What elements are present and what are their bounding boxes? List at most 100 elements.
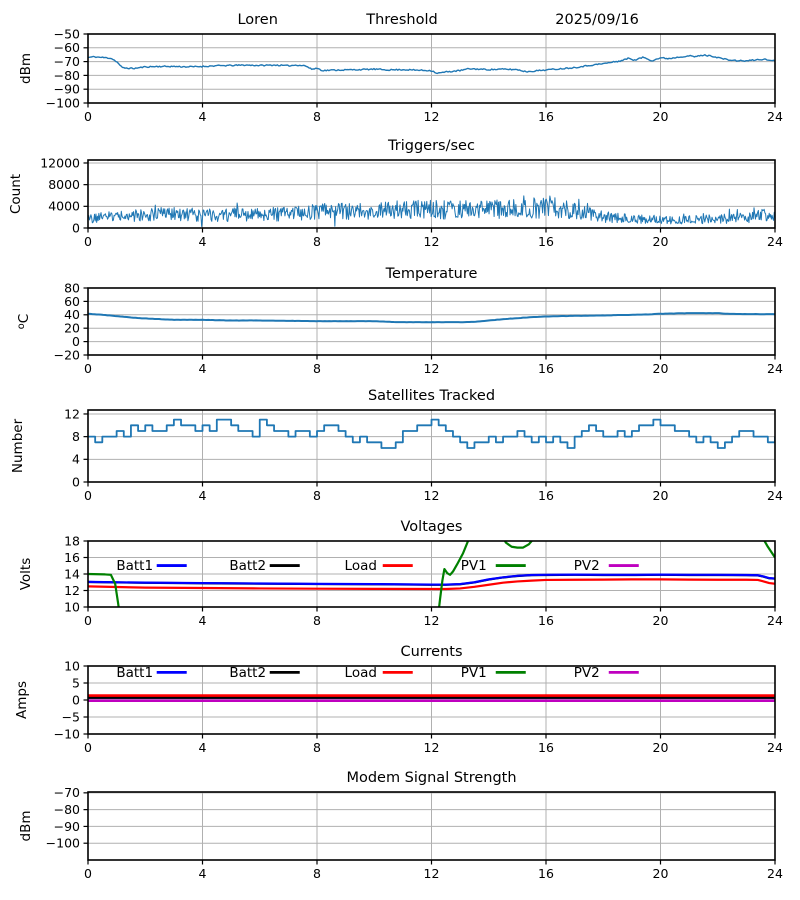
x-tick-label: 12	[424, 109, 440, 124]
axis-ticks: 0 4000 8000 12000 0 4 8 12 16 20 24	[40, 155, 783, 249]
panel-title: Loren	[237, 12, 277, 28]
y-tick-label: −90	[54, 819, 80, 834]
series-line-temperature-c	[88, 312, 775, 324]
panel-title: Threshold	[365, 12, 437, 28]
axis-ticks: −70 −80 −90 −100 0 4 8 12 16 20 24	[46, 785, 783, 881]
y-tick-label: 60	[64, 294, 80, 309]
y-tick-label: −100	[46, 95, 80, 110]
x-tick-label: 8	[313, 613, 321, 628]
y-tick-label: −90	[54, 82, 80, 97]
y-tick-label: 8	[72, 429, 80, 444]
x-tick-label: 20	[653, 488, 669, 503]
panel-rf-level: −50−60−70−80−90−100 0 4 8 12 16 20 24 dBm Loren Th…	[18, 12, 783, 124]
y-tick-label: 4000	[48, 199, 80, 214]
x-tick-label: 12	[424, 740, 440, 755]
gridlines	[87, 792, 776, 860]
legend-label-batt2: Batt2	[229, 558, 266, 574]
y-axis-label: Volts	[18, 558, 34, 591]
y-tick-label: 0	[72, 474, 80, 489]
x-tick-label: 4	[199, 234, 207, 249]
x-tick-label: 8	[313, 740, 321, 755]
panel-triggers-per-sec: 0 4000 8000 12000 0 4 8 12 16 20 24 Count Triggers/s…	[8, 138, 783, 249]
x-tick-label: 12	[424, 488, 440, 503]
x-tick-label: 20	[653, 234, 669, 249]
series-line-trigger-count	[88, 195, 775, 227]
x-tick-label: 24	[767, 613, 783, 628]
x-tick-label: 8	[313, 488, 321, 503]
x-tick-label: 0	[84, 109, 92, 124]
y-tick-label: −70	[54, 785, 80, 800]
x-tick-label: 0	[84, 613, 92, 628]
axis-ticks: 0 4 8 12 0 4 8 12 16 20 24	[64, 406, 783, 503]
y-tick-label: −70	[54, 54, 80, 69]
y-tick-label: 0	[72, 692, 80, 707]
x-tick-label: 8	[313, 361, 321, 376]
x-tick-label: 4	[199, 740, 207, 755]
y-tick-label: −100	[46, 836, 80, 851]
x-tick-label: 16	[538, 866, 554, 881]
y-tick-label: 4	[72, 452, 80, 467]
axis-ticks: −50−60−70−80−90−100 0 4 8 12 16 20 24	[46, 26, 783, 124]
y-tick-label: 12000	[40, 155, 80, 170]
y-tick-label: 18	[64, 533, 80, 548]
x-tick-label: 20	[653, 740, 669, 755]
x-tick-label: 4	[199, 488, 207, 503]
x-tick-label: 20	[653, 109, 669, 124]
legend-label-pv1: PV1	[461, 665, 487, 681]
x-tick-label: 4	[199, 109, 207, 124]
y-axis-label: dBm	[18, 811, 34, 842]
series-line-satellite-count	[88, 418, 775, 449]
y-tick-label: 16	[64, 550, 80, 565]
y-tick-label: −20	[54, 347, 80, 362]
series-group	[88, 54, 775, 75]
series-group	[88, 312, 775, 324]
x-tick-label: 16	[538, 234, 554, 249]
series-group	[88, 694, 775, 702]
y-tick-label: 80	[64, 280, 80, 295]
x-tick-label: 0	[84, 488, 92, 503]
x-tick-label: 0	[84, 866, 92, 881]
y-tick-label: 12	[64, 406, 80, 421]
x-tick-label: 12	[424, 234, 440, 249]
legend-label-pv2: PV2	[574, 665, 600, 681]
y-tick-label: 10	[64, 658, 80, 673]
y-axis-label: Count	[8, 174, 24, 214]
y-tick-label: 12	[64, 583, 80, 598]
series-group	[88, 418, 775, 449]
x-tick-label: 24	[767, 361, 783, 376]
y-tick-label: −50	[54, 26, 80, 41]
panel-title: Temperature	[385, 266, 478, 282]
y-tick-label: −80	[54, 802, 80, 817]
x-tick-label: 24	[767, 740, 783, 755]
series-line-load-volts	[88, 578, 775, 591]
x-tick-label: 24	[767, 234, 783, 249]
x-tick-label: 16	[538, 109, 554, 124]
y-tick-label: 0	[72, 334, 80, 349]
panel-title: Currents	[400, 644, 462, 660]
x-tick-label: 24	[767, 866, 783, 881]
legend-label-batt1: Batt1	[116, 665, 153, 681]
x-tick-label: 16	[538, 740, 554, 755]
x-tick-label: 0	[84, 740, 92, 755]
legend-label-load: Load	[345, 665, 377, 681]
x-tick-label: 8	[313, 109, 321, 124]
y-tick-label: −5	[62, 709, 80, 724]
y-tick-label: 14	[64, 566, 80, 581]
panel-title: 2025/09/16	[555, 12, 639, 28]
gridlines	[87, 33, 776, 104]
series-line-pv1-volts	[88, 541, 775, 607]
legend: Batt1 Batt2 Load PV1 PV2	[116, 665, 639, 681]
x-tick-label: 0	[84, 234, 92, 249]
series-group	[88, 541, 775, 607]
y-axis-label: dBm	[18, 53, 34, 84]
y-tick-label: −60	[54, 40, 80, 55]
x-tick-label: 24	[767, 488, 783, 503]
panel-title: Triggers/sec	[387, 138, 475, 154]
x-tick-label: 4	[199, 866, 207, 881]
x-tick-label: 4	[199, 361, 207, 376]
